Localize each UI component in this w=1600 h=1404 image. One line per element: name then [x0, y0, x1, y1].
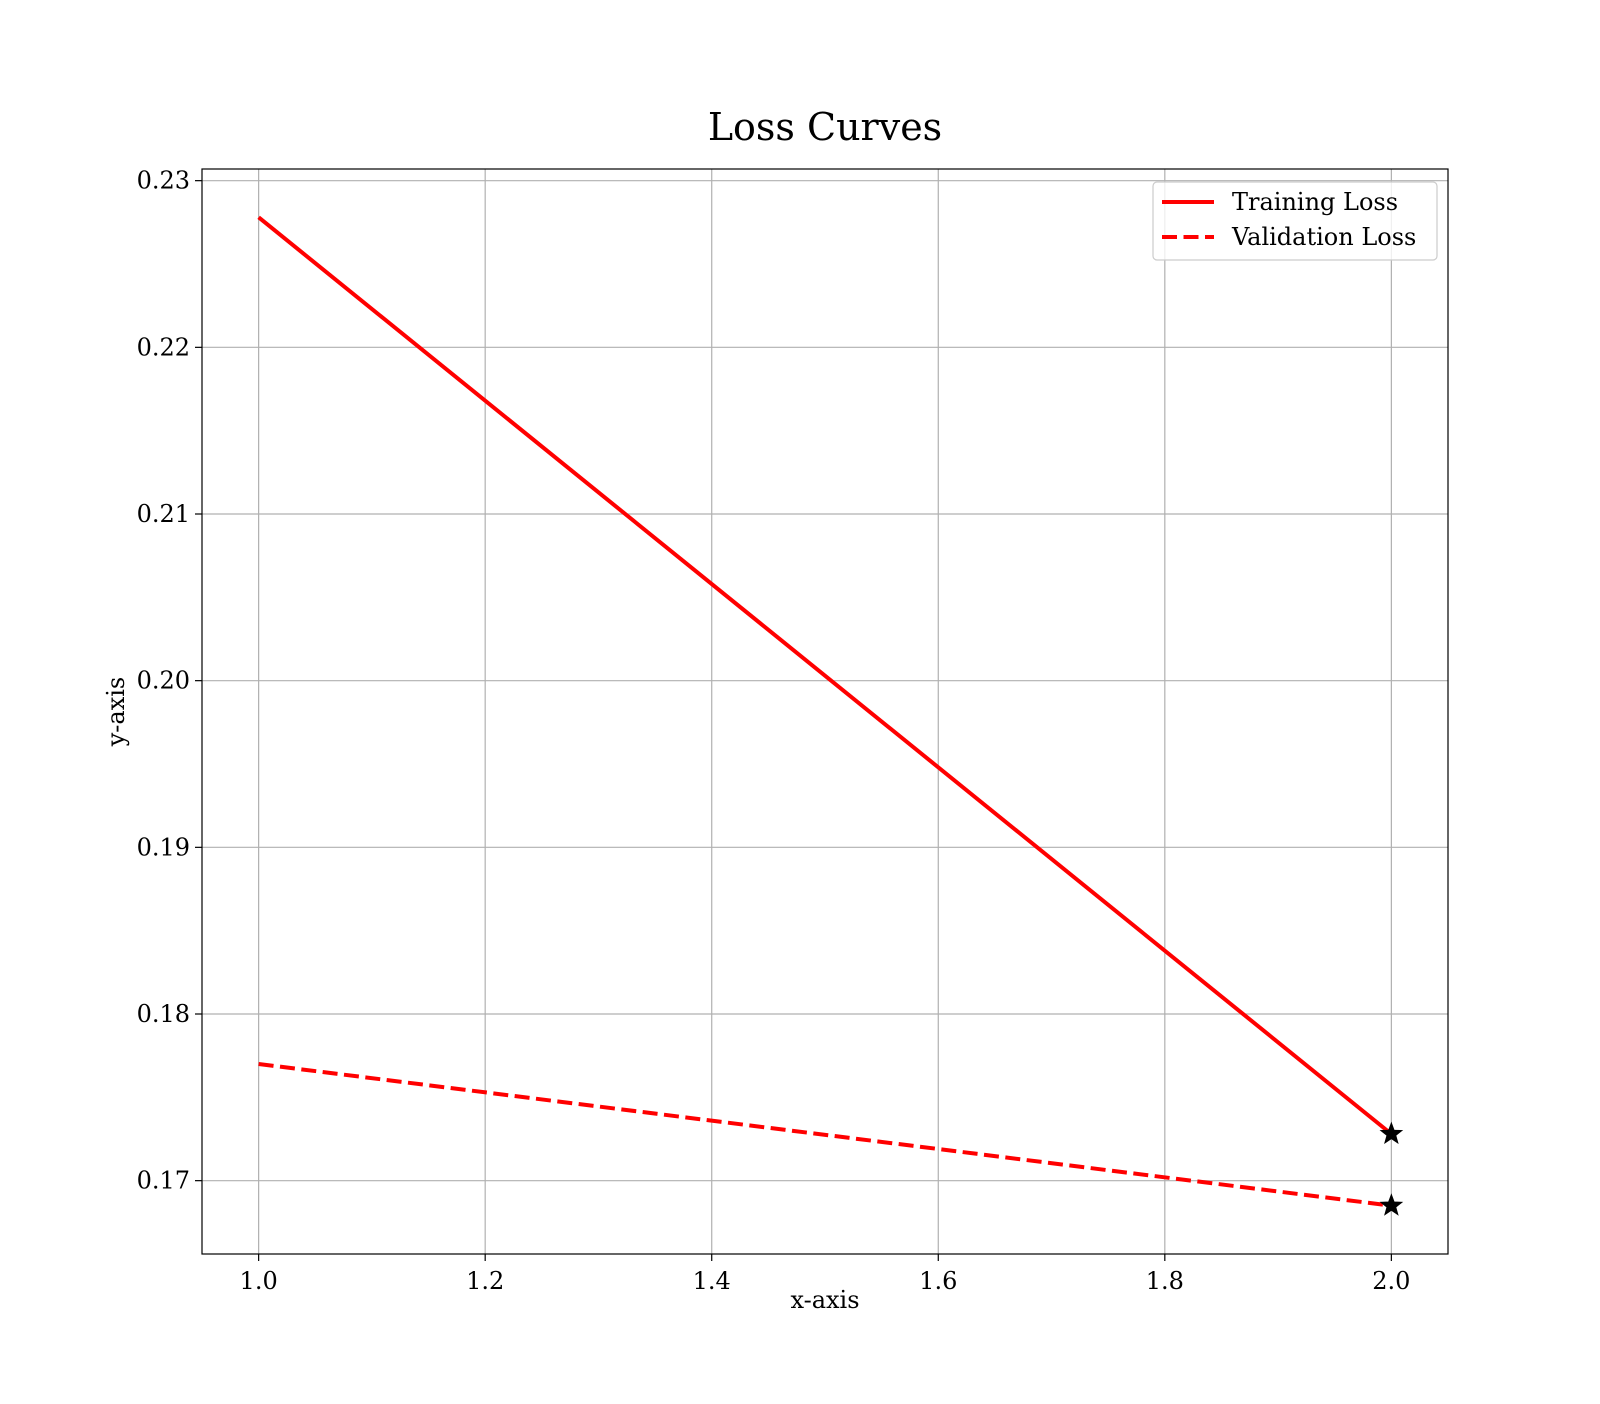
series-line-training-loss — [257, 215, 1393, 1136]
y-tick-label: 0.17 — [137, 1167, 190, 1195]
y-tick-label: 0.19 — [137, 833, 190, 861]
chart-title: Loss Curves — [708, 105, 942, 149]
grid-layer — [202, 169, 1448, 1254]
x-tick-label: 1.8 — [1146, 1267, 1184, 1295]
legend-label-training-loss: Training Loss — [1232, 188, 1398, 216]
marker-layer — [1379, 1121, 1404, 1216]
y-axis-label: y-axis — [102, 677, 130, 748]
x-tick-label: 1.2 — [466, 1267, 504, 1295]
series-line-validation-loss — [258, 1062, 1392, 1208]
tick-layer: 1.0 1.2 1.4 1.6 1.8 2.0 0.17 0.18 0.19 0.20 0.21 0.… — [137, 167, 1411, 1295]
y-tick-label: 0.18 — [137, 1000, 190, 1028]
legend-box — [1152, 181, 1438, 261]
axes-frame — [201, 168, 1449, 1255]
y-tick-label: 0.20 — [137, 667, 190, 695]
x-tick-label: 1.4 — [693, 1267, 731, 1295]
legend: Training Loss Validation Loss — [1152, 181, 1438, 261]
legend-label-validation-loss: Validation Loss — [1231, 223, 1416, 251]
y-tick-label: 0.23 — [137, 167, 190, 195]
min-marker-star-training-loss — [1379, 1121, 1404, 1145]
x-axis-label: x-axis — [790, 1286, 859, 1314]
min-marker-star-validation-loss — [1379, 1193, 1404, 1216]
x-tick-label: 1.6 — [919, 1267, 957, 1295]
x-tick-label: 1.0 — [240, 1267, 278, 1295]
y-tick-label: 0.22 — [137, 333, 190, 361]
y-tick-label: 0.21 — [137, 500, 190, 528]
series-layer — [257, 215, 1393, 1208]
x-tick-label: 2.0 — [1372, 1267, 1410, 1295]
